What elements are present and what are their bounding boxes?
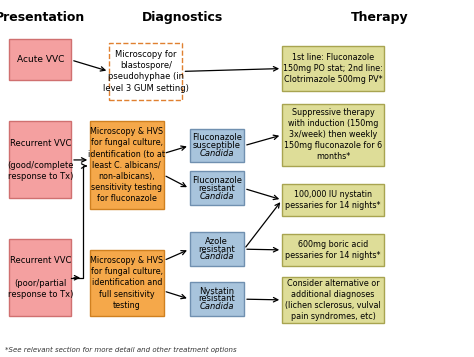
Text: Nystatin: Nystatin [199,287,235,296]
Text: 1st line: Fluconazole
150mg PO stat; 2nd line:
Clotrimazole 500mg PV*: 1st line: Fluconazole 150mg PO stat; 2nd… [283,53,383,84]
FancyBboxPatch shape [109,43,182,100]
FancyBboxPatch shape [282,184,384,216]
FancyBboxPatch shape [190,171,244,205]
Text: Recurrent VVC

(good/complete
response to Tx): Recurrent VVC (good/complete response to… [7,139,73,181]
Text: 100,000 IU nystatin
pessaries for 14 nights*: 100,000 IU nystatin pessaries for 14 nig… [285,190,381,210]
FancyBboxPatch shape [282,234,384,266]
Text: Fluconazole: Fluconazole [192,133,242,142]
Text: Presentation: Presentation [0,11,85,24]
Text: Azole: Azole [205,237,228,246]
Text: Therapy: Therapy [350,11,408,24]
Text: Candida: Candida [200,302,234,311]
FancyBboxPatch shape [90,121,164,209]
Text: Fluconazole: Fluconazole [192,176,242,185]
Text: resistant: resistant [199,295,235,303]
FancyBboxPatch shape [190,129,244,162]
Text: Candida: Candida [200,252,234,261]
Text: susceptible: susceptible [193,141,241,150]
Text: Microscopy & HVS
for fungal culture,
identification and
full sensitivity
testing: Microscopy & HVS for fungal culture, ide… [90,256,164,310]
FancyBboxPatch shape [282,277,384,323]
Text: Microscopy for
blastospore/
pseudohyphae (in
level 3 GUM setting): Microscopy for blastospore/ pseudohyphae… [103,50,189,92]
FancyBboxPatch shape [9,121,71,198]
FancyBboxPatch shape [90,250,164,316]
Text: Candida: Candida [200,192,234,201]
FancyBboxPatch shape [190,282,244,316]
Text: Consider alternative or
additional diagnoses
(lichen sclerosus, vulval
pain synd: Consider alternative or additional diagn… [285,279,381,321]
FancyBboxPatch shape [9,39,71,80]
Text: Microscopy & HVS
for fungal culture,
identification (to at
least C. albicans/
no: Microscopy & HVS for fungal culture, ide… [88,127,165,203]
Text: Diagnostics: Diagnostics [142,11,223,24]
Text: resistant: resistant [199,245,235,253]
Text: Acute VVC: Acute VVC [17,55,64,64]
Text: *See relevant section for more detail and other treatment options: *See relevant section for more detail an… [5,347,237,353]
Text: Candida: Candida [200,149,234,158]
FancyBboxPatch shape [282,104,384,166]
FancyBboxPatch shape [190,232,244,266]
Text: Suppressive therapy
with induction (150mg
3x/week) then weekly
150mg fluconazole: Suppressive therapy with induction (150m… [284,108,382,161]
Text: 600mg boric acid
pessaries for 14 nights*: 600mg boric acid pessaries for 14 nights… [285,240,381,260]
FancyBboxPatch shape [9,239,71,316]
Text: resistant: resistant [199,184,235,193]
FancyBboxPatch shape [282,46,384,91]
Text: Recurrent VVC

(poor/partial
response to Tx): Recurrent VVC (poor/partial response to … [8,256,73,299]
